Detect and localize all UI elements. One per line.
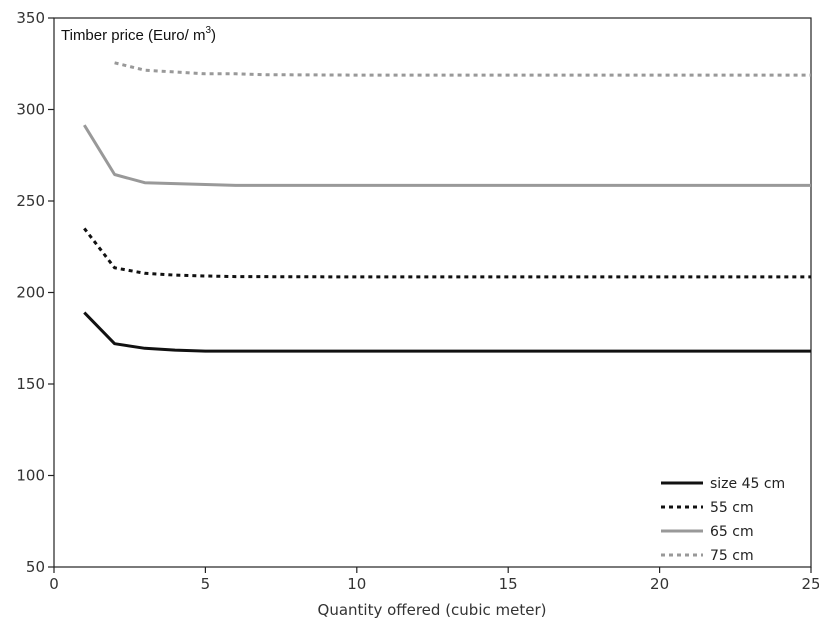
legend-label: 55 cm: [710, 500, 754, 516]
y-axis-title-suffix: ): [211, 27, 216, 44]
y-tick-label: 50: [26, 558, 45, 576]
x-axis-title: Quantity offered (cubic meter): [318, 601, 547, 619]
x-tick-label: 25: [801, 575, 819, 593]
series-line-65-cm: [83, 124, 811, 187]
x-tick-label: 0: [49, 575, 59, 593]
x-tick-label: 15: [499, 575, 518, 593]
series-line-size-45-cm: [83, 311, 811, 353]
y-tick-label: 150: [16, 375, 45, 393]
series-line-75-cm: [114, 61, 811, 77]
plot-frame: [53, 17, 812, 568]
legend: size 45 cm 55 cm 65 cm 75 cm: [661, 476, 785, 564]
y-tick-label: 100: [16, 467, 45, 485]
x-tick-label: 10: [347, 575, 366, 593]
x-axis: 0 5 10 15 20 25: [49, 567, 819, 593]
legend-label: 75 cm: [710, 548, 754, 564]
y-tick-label: 350: [16, 9, 45, 27]
x-tick-label: 5: [201, 575, 211, 593]
legend-label: 65 cm: [710, 524, 754, 540]
y-axis-title-superscript: 3: [205, 25, 211, 36]
y-axis-title: Timber price (Euro/ m3): [61, 25, 216, 44]
legend-label: size 45 cm: [710, 476, 785, 492]
x-tick-label: 20: [650, 575, 669, 593]
y-axis-title-main: Timber price (Euro/ m: [61, 27, 205, 44]
y-tick-label: 250: [16, 192, 45, 210]
series-line-55-cm: [83, 227, 811, 279]
y-tick-label: 300: [16, 101, 45, 119]
series-layer: [83, 61, 811, 353]
y-axis: 50 100 150 200 250 300 350: [16, 9, 54, 576]
y-tick-label: 200: [16, 284, 45, 302]
plot-area: [53, 17, 812, 568]
